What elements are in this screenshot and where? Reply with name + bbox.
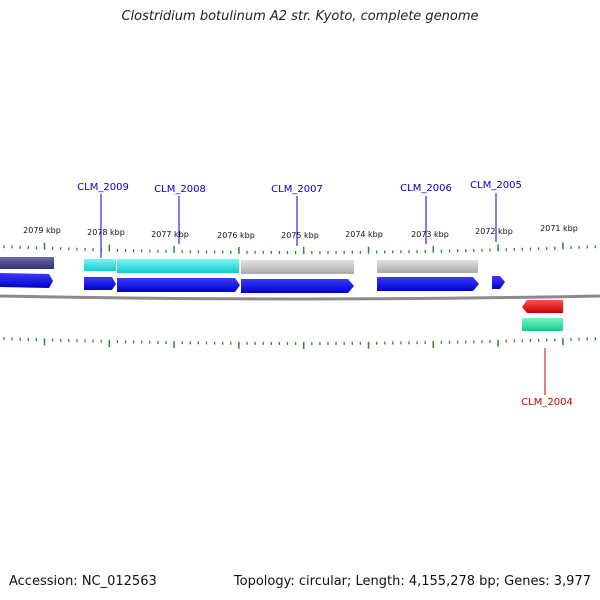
ruler-label: 2077 kbp: [151, 230, 189, 239]
genome-stats-text: Topology: circular; Length: 4,155,278 bp…: [233, 574, 591, 589]
accession-text: Accession: NC_012563: [9, 574, 157, 589]
feature-grey-clm2007[interactable]: [241, 260, 354, 274]
ruler-label: 2071 kbp: [540, 224, 578, 233]
gene-label-clm2004[interactable]: CLM_2004: [521, 397, 573, 408]
genome-backbone: [0, 294, 600, 301]
cds-arrow-clm2009[interactable]: [84, 277, 116, 290]
feature-cyan-clm2009[interactable]: [84, 259, 116, 271]
reverse-track: [522, 300, 563, 331]
ruler-label: 2078 kbp: [87, 228, 125, 237]
feature-grey-clm2006[interactable]: [377, 260, 478, 273]
gene-label-clm2009[interactable]: CLM_2009: [77, 182, 129, 193]
ruler-label: 2079 kbp: [23, 226, 61, 235]
gene-label-clm2007[interactable]: CLM_2007: [271, 184, 323, 195]
feature-navy[interactable]: [0, 257, 54, 269]
cds-arrow-clm2007[interactable]: [241, 279, 354, 293]
ruler-label: 2074 kbp: [345, 230, 383, 239]
gene-leaders: [100, 193, 546, 395]
ruler-labels: 2079 kbp 2078 kbp 2077 kbp 2076 kbp 2075…: [23, 224, 578, 240]
cds-arrow-clm2008[interactable]: [117, 278, 240, 292]
highlight-track: [0, 257, 478, 274]
gene-labels: CLM_2009 CLM_2008 CLM_2007 CLM_2006 CLM_…: [77, 180, 573, 408]
ruler-label: 2073 kbp: [411, 230, 449, 239]
lower-ruler: [3, 337, 596, 349]
cds-arrow-clm2004[interactable]: [522, 300, 563, 313]
cds-arrow-clm2005[interactable]: [492, 276, 505, 289]
cds-arrow-clm2006[interactable]: [377, 277, 479, 291]
ruler-label: 2075 kbp: [281, 231, 319, 240]
ruler-label: 2072 kbp: [475, 227, 513, 236]
ruler-label: 2076 kbp: [217, 231, 255, 240]
gene-label-clm2008[interactable]: CLM_2008: [154, 184, 206, 195]
feature-green-clm2004[interactable]: [522, 318, 563, 331]
cds-arrow[interactable]: [0, 273, 53, 288]
genome-title: Clostridium botulinum A2 str. Kyoto, com…: [121, 9, 479, 24]
cds-track: [0, 273, 505, 293]
upper-ruler: [3, 242, 596, 254]
gene-label-clm2005[interactable]: CLM_2005: [470, 180, 522, 191]
gene-label-clm2006[interactable]: CLM_2006: [400, 183, 452, 194]
feature-cyan-clm2008[interactable]: [117, 259, 239, 273]
